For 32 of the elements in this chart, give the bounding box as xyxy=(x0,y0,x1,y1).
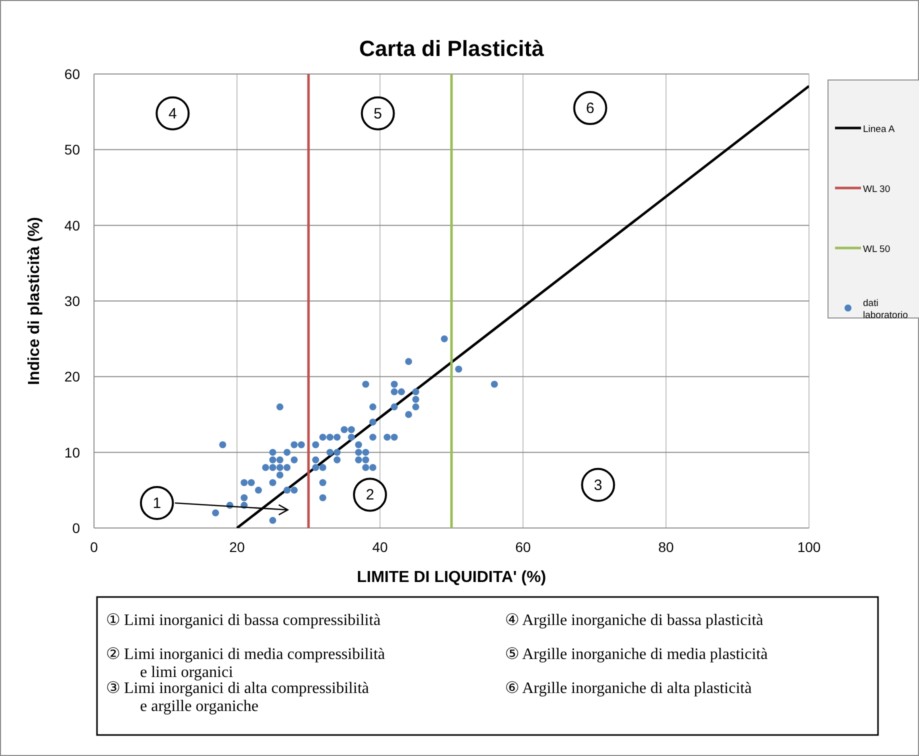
x-tick-label: 80 xyxy=(658,539,674,555)
y-axis-title: Indice di plasticità (%) xyxy=(26,216,43,386)
legend-label: Linea A xyxy=(863,124,896,135)
annotation: 6 xyxy=(586,100,594,118)
text: ① Limi inorganici di bassa compressibilità xyxy=(106,612,381,629)
x-axis-title: LIMITE DI LIQUIDITA' (%) xyxy=(356,569,546,586)
x-tick-label: 40 xyxy=(372,539,388,555)
text: ⑤ Argille inorganiche di media plasticità xyxy=(505,646,768,663)
y-tick-label: 10 xyxy=(64,444,80,460)
legend-label: WL 30 xyxy=(863,184,890,195)
text: ③ Limi inorganici di alta compressibilità e argille organiche xyxy=(106,680,369,715)
text: ② Limi inorganici di media compressibilità e limi organici xyxy=(106,646,385,681)
annotation: 1 xyxy=(152,495,162,512)
y-tick-label: 30 xyxy=(64,293,80,309)
y-tick-label: 50 xyxy=(64,142,80,158)
x-tick-label: 0 xyxy=(90,539,98,555)
annotation: 2 xyxy=(366,486,374,504)
annotation: 3 xyxy=(594,476,602,494)
annotation: 5 xyxy=(374,105,382,122)
legend-label: WL 50 xyxy=(863,244,890,255)
y-tick-label: 40 xyxy=(64,217,80,234)
y-tick-label: 0 xyxy=(72,520,80,536)
legend-label: dati laboratorio xyxy=(863,298,908,321)
y-tick-label: 60 xyxy=(64,66,80,82)
x-tick-label: 100 xyxy=(797,539,821,555)
text: ④ Argille inorganiche di bassa plasticità xyxy=(505,612,764,629)
x-tick-label: 60 xyxy=(515,539,531,555)
x-tick-label: 20 xyxy=(229,539,245,555)
text: ⑥ Argille inorganiche di alta plasticità xyxy=(505,680,752,697)
y-tick-label: 20 xyxy=(64,368,80,385)
annotation: 4 xyxy=(168,105,177,122)
chart-title: Carta di Plasticità xyxy=(359,36,545,61)
